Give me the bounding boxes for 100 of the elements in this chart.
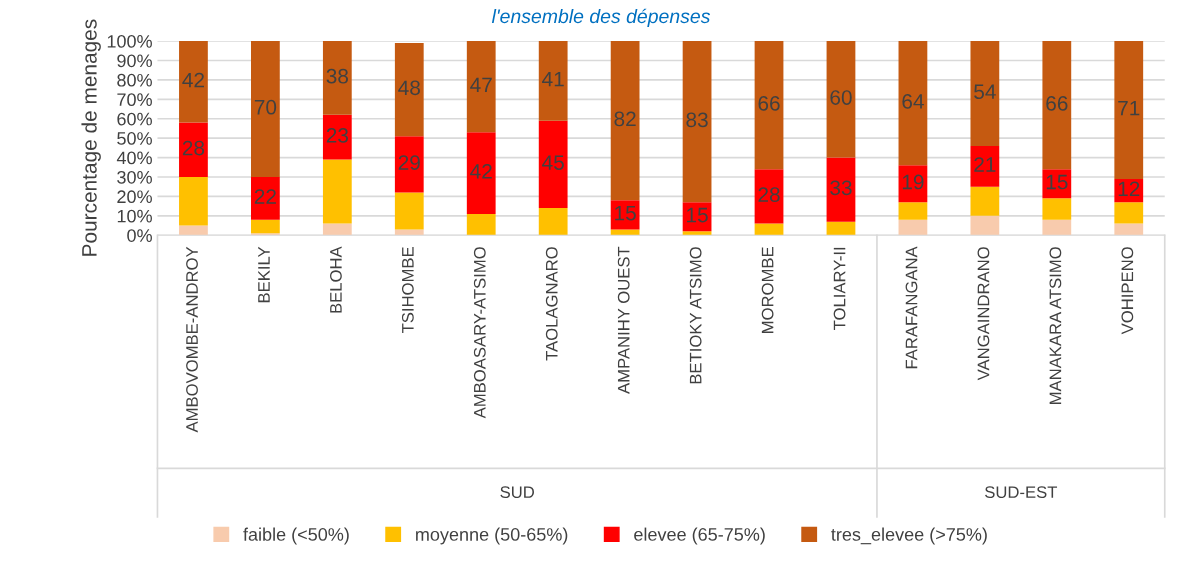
data-label: 48 [398, 80, 420, 96]
bar [538, 120, 568, 209]
data-label: 23 [326, 128, 348, 143]
data-label: 28 [182, 140, 205, 156]
bar [1042, 41, 1072, 170]
x-tick-label: AMBOVOMBE-ANDROY [186, 246, 198, 433]
bar [898, 202, 928, 220]
bar [1114, 223, 1144, 236]
data-label: 22 [254, 189, 276, 204]
bar [610, 229, 640, 236]
bar [322, 223, 352, 236]
text: SUD-EST [985, 486, 1058, 499]
data-label: 66 [1046, 95, 1068, 111]
bar [610, 41, 640, 201]
x-tick-label: AMBOASARY-ATSIMO [473, 247, 486, 419]
bar [538, 41, 568, 121]
y-tick-label: 40% [116, 151, 152, 165]
data-label: 21 [974, 157, 996, 172]
bar [754, 223, 784, 236]
x-tick-label: MANAKARA ATSIMO [1049, 247, 1062, 404]
bar [179, 176, 208, 226]
data-label: 71 [1118, 101, 1140, 116]
y-tick-label: 0% [127, 229, 152, 242]
x-tick-label: BETIOKY ATSIMO [689, 247, 702, 384]
bar [394, 192, 424, 230]
y-tick-label: 80% [117, 73, 152, 87]
data-label: 64 [902, 94, 924, 109]
bar [682, 41, 712, 203]
y-tick-label: 70% [117, 93, 152, 107]
data-label: 12 [1118, 181, 1140, 196]
bar [1114, 41, 1144, 179]
x-tick-label: TAOLAGNARO [545, 247, 558, 361]
x-tick-label: TSIHOMBE [401, 247, 414, 334]
bar [322, 159, 352, 224]
bar [682, 231, 712, 236]
bar [970, 186, 1000, 216]
x-tick-label: FARAFANGANA [905, 246, 918, 369]
y-tick-label: 90% [117, 54, 152, 68]
bar [394, 136, 424, 193]
data-label: 42 [470, 163, 492, 179]
x-tick-label: TOLIARY-II [833, 247, 846, 330]
data-label: 45 [542, 155, 564, 170]
bar [250, 176, 280, 220]
bar [826, 157, 856, 222]
bar [754, 169, 784, 224]
bar [826, 221, 856, 236]
bar [538, 208, 568, 236]
legend-label: elevee (65-75%) [634, 527, 765, 545]
bar [1042, 219, 1072, 236]
data-label: 47 [470, 77, 492, 93]
bar [898, 219, 928, 236]
data-label: 41 [542, 71, 564, 87]
bar [179, 41, 208, 123]
x-tick-label: BELOHA [330, 246, 342, 313]
data-label: 28 [758, 187, 780, 202]
bar [898, 41, 928, 166]
y-tick-label: 10% [117, 209, 152, 223]
y-axis-title: Pourcentage de menages [81, 19, 101, 256]
bar [179, 122, 208, 177]
y-tick-label: 60% [117, 112, 152, 126]
bar [754, 41, 784, 170]
data-label: 15 [1046, 174, 1068, 190]
data-label: 70 [254, 99, 277, 115]
bar [970, 41, 1000, 146]
data-label: 33 [830, 180, 852, 196]
y-tick-label: 30% [117, 170, 152, 184]
bar [466, 41, 496, 133]
bar [394, 42, 424, 137]
bar [466, 132, 496, 214]
legend-label: faible (<50%) [243, 527, 349, 545]
bar [970, 215, 1000, 236]
data-label: 83 [686, 112, 708, 128]
y-tick-label: 20% [117, 190, 152, 204]
data-label: 15 [615, 205, 636, 221]
x-tick-label: VOHIPENO [1121, 247, 1134, 335]
bar [179, 225, 208, 236]
data-label: 29 [398, 155, 420, 170]
bar [1042, 198, 1072, 220]
data-label: 54 [974, 84, 996, 100]
x-tick-label: MOROMBE [761, 247, 774, 333]
data-label: 82 [614, 111, 636, 127]
bar [250, 41, 280, 177]
bar [970, 145, 1000, 187]
legend-label: moyenne (50-65%) [416, 527, 568, 545]
data-label: 42 [182, 72, 204, 88]
bar [322, 41, 352, 115]
chart-title: l'ensemble des dépenses [491, 8, 711, 28]
bar [250, 219, 280, 234]
x-tick-label: BEKILY [258, 246, 270, 303]
bar [1114, 202, 1144, 224]
data-label: 38 [326, 68, 349, 84]
bar [394, 229, 424, 236]
data-label: 19 [902, 174, 924, 190]
bar [466, 213, 496, 236]
legend-label: tres_elevee (>75%) [831, 527, 987, 545]
data-label: 60 [830, 90, 852, 105]
y-tick-label: 100% [107, 34, 152, 48]
bar [826, 41, 856, 158]
x-tick-label: VANGAINDRANO [977, 247, 990, 381]
text: SUD [500, 486, 534, 499]
